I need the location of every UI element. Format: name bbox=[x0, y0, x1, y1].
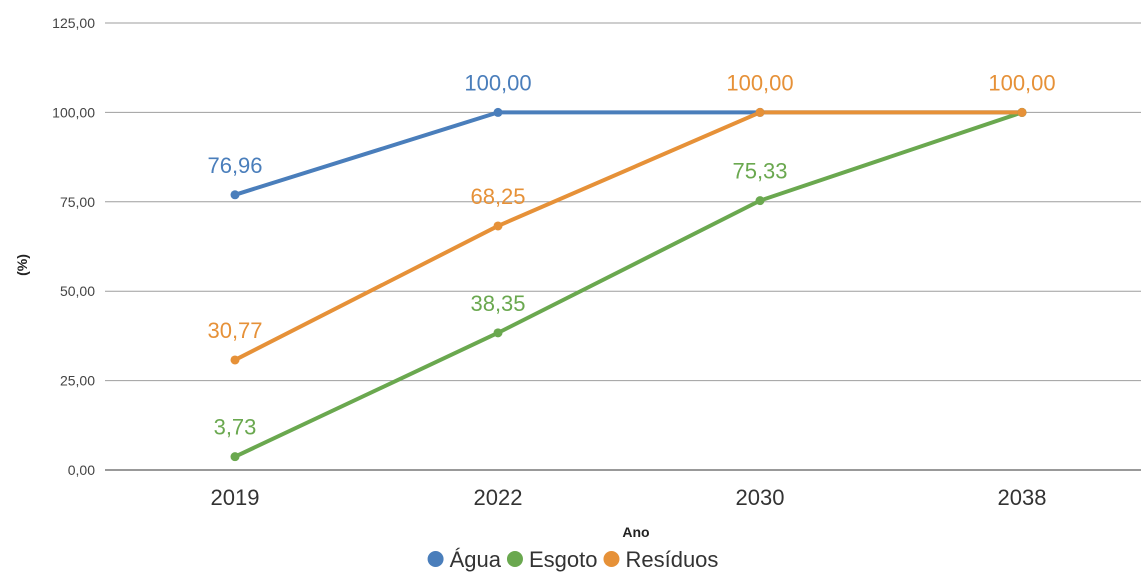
x-axis-ticks: 2019 2022 2030 2038 bbox=[211, 485, 1047, 510]
data-point bbox=[230, 190, 240, 200]
legend-item: Água bbox=[427, 547, 502, 572]
data-point bbox=[493, 107, 503, 117]
legend-marker bbox=[427, 551, 444, 567]
y-tick-label: 0,00 bbox=[68, 462, 95, 478]
data-label: 38,35 bbox=[470, 291, 525, 316]
y-tick-label: 25,00 bbox=[60, 373, 95, 389]
data-label: 68,25 bbox=[470, 184, 525, 209]
series-points bbox=[230, 107, 1027, 462]
data-label: 100,00 bbox=[726, 70, 793, 95]
legend-marker bbox=[603, 551, 620, 567]
y-tick-label: 50,00 bbox=[60, 283, 95, 299]
data-label: 30,77 bbox=[207, 318, 262, 343]
legend-label: Água bbox=[450, 547, 502, 572]
x-tick-label: 2038 bbox=[998, 485, 1047, 510]
data-point bbox=[493, 328, 503, 338]
data-point bbox=[755, 196, 765, 206]
data-point bbox=[755, 107, 765, 117]
data-point bbox=[230, 355, 240, 365]
legend-item: Esgoto bbox=[506, 547, 598, 572]
gridlines bbox=[105, 22, 1141, 471]
data-label: 100,00 bbox=[464, 70, 531, 95]
x-tick-label: 2019 bbox=[211, 485, 260, 510]
legend-marker bbox=[506, 551, 523, 567]
data-point bbox=[230, 452, 240, 462]
legend: Água Esgoto Resíduos bbox=[427, 547, 718, 572]
series-line-resíduos bbox=[233, 110, 1024, 362]
y-tick-label: 75,00 bbox=[60, 194, 95, 210]
y-axis-ticks: 0,00 25,00 50,00 75,00 100,00 125,00 bbox=[52, 15, 95, 478]
series-lines bbox=[233, 110, 1024, 459]
data-labels: 76,96 100,00 3,73 38,35 75,33 30,77 68,25 100,0… bbox=[207, 70, 1055, 439]
y-tick-label: 100,00 bbox=[52, 104, 95, 120]
y-tick-label: 125,00 bbox=[52, 15, 95, 31]
series-line-esgoto bbox=[233, 110, 1024, 459]
data-label: 100,00 bbox=[988, 70, 1055, 95]
y-axis-title: (%) bbox=[14, 254, 30, 276]
data-point bbox=[1017, 107, 1027, 117]
x-tick-label: 2030 bbox=[736, 485, 785, 510]
data-label: 76,96 bbox=[207, 153, 262, 178]
data-label: 3,73 bbox=[214, 415, 257, 440]
x-axis-title: Ano bbox=[622, 524, 649, 540]
legend-item: Resíduos bbox=[603, 547, 718, 572]
legend-label: Esgoto bbox=[529, 547, 598, 572]
legend-label: Resíduos bbox=[625, 547, 718, 572]
x-tick-label: 2022 bbox=[474, 485, 523, 510]
data-label: 75,33 bbox=[732, 159, 787, 184]
data-point bbox=[493, 221, 503, 231]
